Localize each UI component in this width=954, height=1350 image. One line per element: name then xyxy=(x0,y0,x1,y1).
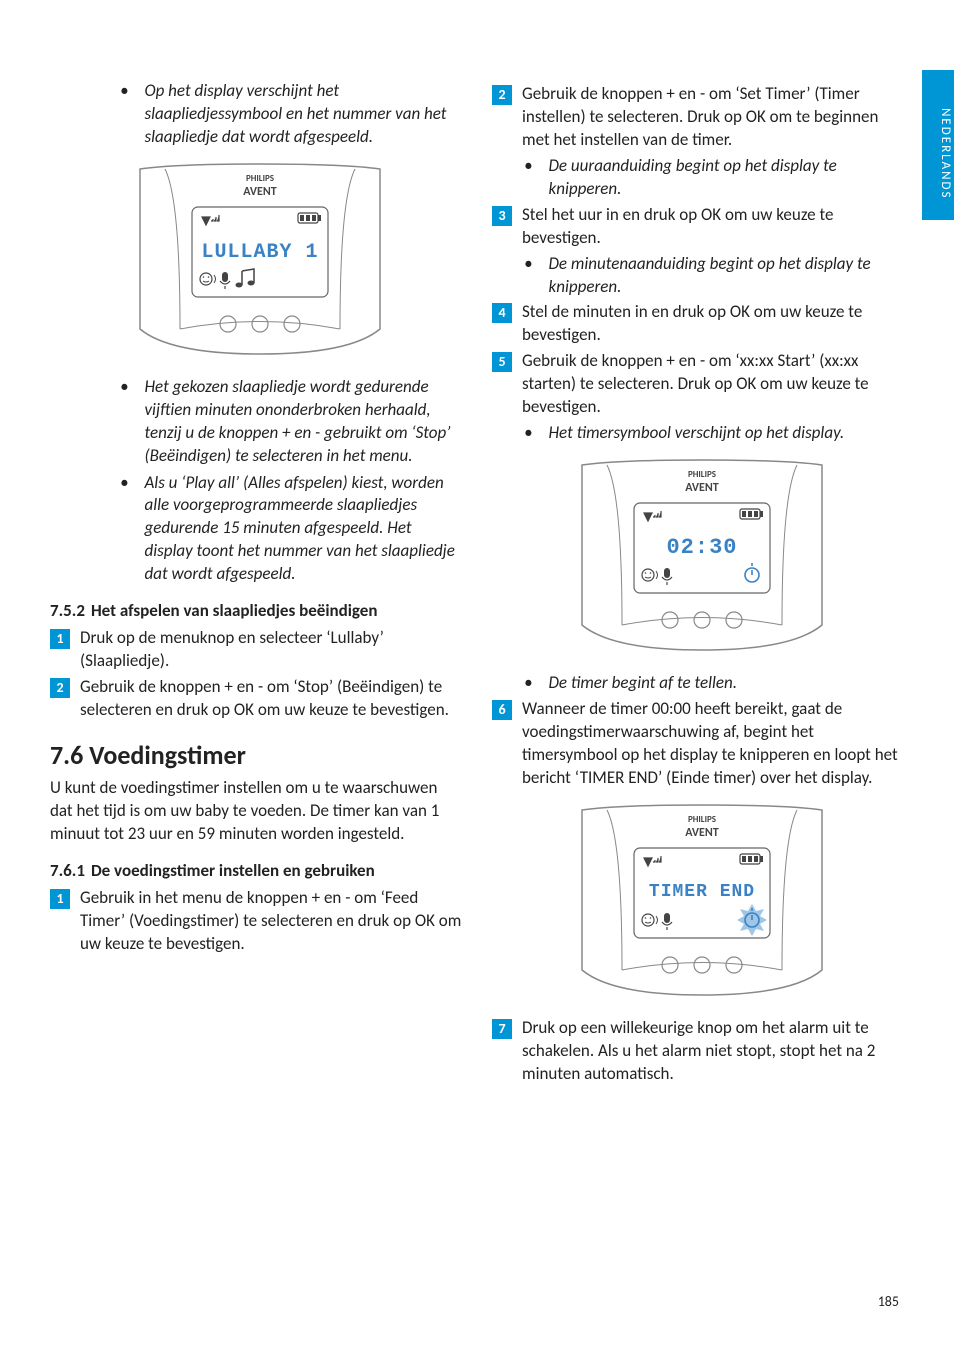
device-figure-timer-end: PHILIPS AVENT TIMER END xyxy=(552,800,852,1007)
brand-avent: AVENT xyxy=(685,481,719,495)
music-note-icon xyxy=(236,269,255,288)
subhead-text: De voedingstimer instellen en gebruiken xyxy=(91,860,375,883)
step-badge: 1 xyxy=(50,889,70,909)
timer-blink-icon xyxy=(737,904,767,936)
bullet-text: Het gekozen slaapliedje wordt gedurende … xyxy=(144,376,462,468)
heading-76: 7.6 Voedingstimer xyxy=(50,738,462,773)
step-text: Gebruik de knoppen + en - om ‘Stop’ (Beë… xyxy=(80,676,462,722)
device-button-mid xyxy=(694,612,710,628)
timer-icon xyxy=(745,563,759,582)
step-761-5: 5 Gebruik de knoppen + en - om ‘xx:xx St… xyxy=(492,350,904,419)
device-button-left xyxy=(220,316,236,332)
lcd-text: 02:30 xyxy=(666,535,737,560)
step-badge: 4 xyxy=(492,303,512,323)
subhead-761: 7.6.1 De voedingstimer instellen en gebr… xyxy=(50,860,462,883)
device-figure-timer: PHILIPS AVENT 02:30 xyxy=(552,455,852,662)
lcd-text: TIMER END xyxy=(649,882,755,902)
subhead-number: 7.5.2 xyxy=(50,600,85,623)
brand-philips: PHILIPS xyxy=(246,173,274,184)
language-tab: NEDERLANDS xyxy=(922,70,954,220)
bullet-dot: • xyxy=(120,80,128,149)
sensitivity-icon xyxy=(642,914,658,926)
battery-icon xyxy=(740,509,763,519)
step-text: Stel het uur in en druk op OK om uw keuz… xyxy=(522,204,904,250)
step-752-2: 2 Gebruik de knoppen + en - om ‘Stop’ (B… xyxy=(50,676,462,722)
column-left: • Op het display verschijnt het slaaplie… xyxy=(50,80,462,1088)
device-button-left xyxy=(662,612,678,628)
signal-icon xyxy=(644,856,661,866)
bullet-dot: • xyxy=(524,672,532,695)
step-761-2: 2 Gebruik de knoppen + en - om ‘Set Time… xyxy=(492,83,904,152)
step-text: Gebruik de knoppen + en - om ‘Set Timer’… xyxy=(522,83,904,152)
step-badge: 1 xyxy=(50,629,70,649)
step-badge: 7 xyxy=(492,1019,512,1039)
device-button-mid xyxy=(694,957,710,973)
bullet-block-mid: • Het gekozen slaapliedje wordt gedurend… xyxy=(50,376,462,586)
step-text: Gebruik in het menu de knoppen + en - om… xyxy=(80,887,462,956)
device-button-right xyxy=(726,612,742,628)
device-figure-lullaby: PHILIPS AVENT LULLABY 1 xyxy=(110,159,410,366)
step-761-6: 6 Wanneer de timer 00:00 heeft bereikt, … xyxy=(492,698,904,790)
step-badge: 3 xyxy=(492,206,512,226)
subhead-number: 7.6.1 xyxy=(50,860,85,883)
sub-bullet: • De timer begint af te tellen. xyxy=(492,672,904,695)
step-761-7: 7 Druk op een willekeurige knop om het a… xyxy=(492,1017,904,1086)
step-badge: 2 xyxy=(50,678,70,698)
intro-76: U kunt de voedingstimer instellen om u t… xyxy=(50,777,462,846)
device-button-right xyxy=(726,957,742,973)
bullet-text: De minutenaanduiding begint op het displ… xyxy=(548,253,904,299)
lcd-text: LULLABY 1 xyxy=(201,241,318,264)
brand-philips: PHILIPS xyxy=(688,469,716,480)
step-text: Stel de minuten in en druk op OK om uw k… xyxy=(522,301,904,347)
step-badge: 6 xyxy=(492,700,512,720)
bullet-dot: • xyxy=(120,472,128,587)
device-button-left xyxy=(662,957,678,973)
brand-avent: AVENT xyxy=(243,185,277,199)
sub-bullet: • De minutenaanduiding begint op het dis… xyxy=(492,253,904,299)
step-761-4: 4 Stel de minuten in en druk op OK om uw… xyxy=(492,301,904,347)
bullet-block-top: • Op het display verschijnt het slaaplie… xyxy=(50,80,462,149)
step-text: Druk op een willekeurige knop om het ala… xyxy=(522,1017,904,1086)
step-badge: 5 xyxy=(492,352,512,372)
step-badge: 2 xyxy=(492,85,512,105)
sensitivity-icon xyxy=(200,273,216,285)
bullet-text: De timer begint af te tellen. xyxy=(548,672,737,695)
battery-icon xyxy=(740,854,763,864)
device-button-right xyxy=(284,316,300,332)
signal-icon xyxy=(644,511,661,521)
page-columns: • Op het display verschijnt het slaaplie… xyxy=(50,80,904,1088)
step-761-1: 1 Gebruik in het menu de knoppen + en - … xyxy=(50,887,462,956)
subhead-text: Het afspelen van slaapliedjes beëindigen xyxy=(91,600,378,623)
step-text: Wanneer de timer 00:00 heeft bereikt, ga… xyxy=(522,698,904,790)
battery-icon xyxy=(298,213,321,223)
column-right: 2 Gebruik de knoppen + en - om ‘Set Time… xyxy=(492,80,904,1088)
bullet-dot: • xyxy=(524,253,532,299)
step-761-3: 3 Stel het uur in en druk op OK om uw ke… xyxy=(492,204,904,250)
bullet-dot: • xyxy=(524,155,532,201)
step-text: Gebruik de knoppen + en - om ‘xx:xx Star… xyxy=(522,350,904,419)
subhead-752: 7.5.2 Het afspelen van slaapliedjes beëi… xyxy=(50,600,462,623)
bullet-dot: • xyxy=(524,422,532,445)
talk-icon xyxy=(662,568,672,585)
sub-bullet: • De uuraanduiding begint op het display… xyxy=(492,155,904,201)
brand-avent: AVENT xyxy=(685,826,719,840)
sensitivity-icon xyxy=(642,569,658,581)
brand-philips: PHILIPS xyxy=(688,814,716,825)
page-number: 185 xyxy=(878,1293,899,1312)
bullet-text: De uuraanduiding begint op het display t… xyxy=(548,155,904,201)
step-752-1: 1 Druk op de menuknop en selecteer ‘Lull… xyxy=(50,627,462,673)
bullet-text: Als u ‘Play all’ (Alles afspelen) kiest,… xyxy=(144,472,462,587)
bullet-text: Het timersymbool verschijnt op het displ… xyxy=(548,422,844,445)
talk-icon xyxy=(662,913,672,930)
bullet-dot: • xyxy=(120,376,128,468)
step-text: Druk op de menuknop en selecteer ‘Lullab… xyxy=(80,627,462,673)
talk-icon xyxy=(220,272,230,289)
bullet-text: Op het display verschijnt het slaapliedj… xyxy=(144,80,462,149)
sub-bullet: • Het timersymbool verschijnt op het dis… xyxy=(492,422,904,445)
device-button-mid xyxy=(252,316,268,332)
signal-icon xyxy=(202,215,219,225)
